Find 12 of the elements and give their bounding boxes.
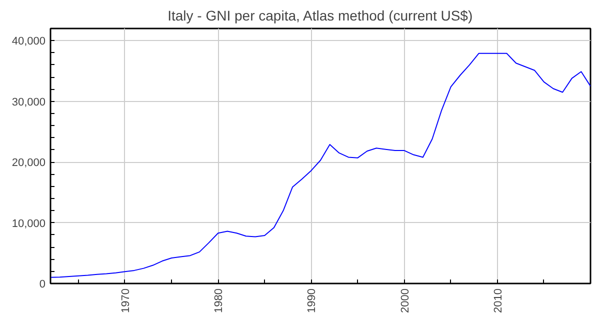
x-tick-label: 1980	[213, 288, 226, 313]
y-tick-label: 10,000	[12, 218, 46, 230]
y-tick-label: 40,000	[12, 36, 46, 48]
y-tick-label: 20,000	[12, 157, 46, 170]
y-tick-label: 30,000	[12, 96, 46, 108]
x-tick-label: 1990	[306, 288, 318, 313]
x-tick-label: 1970	[120, 288, 132, 313]
line-series	[50, 52, 590, 278]
x-tick-label: 2010	[492, 288, 504, 313]
y-tick-label: 0	[39, 278, 46, 290]
chart-title: Italy - GNI per capita, Atlas method (current US$)	[168, 8, 473, 24]
x-tick-label: 2000	[399, 288, 412, 313]
